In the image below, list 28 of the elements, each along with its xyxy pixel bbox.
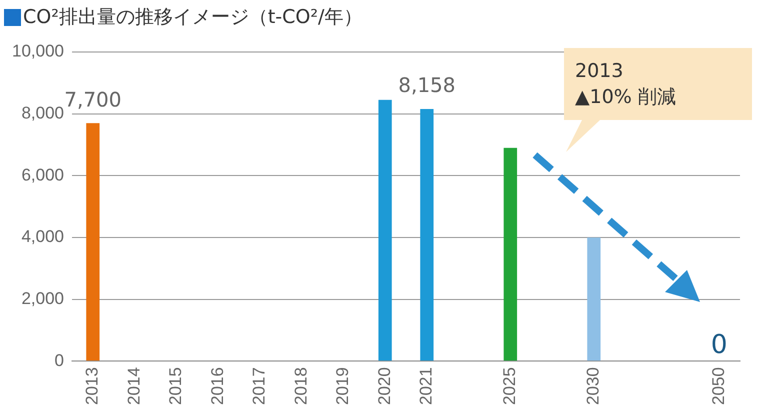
y-tick-label: 2,000 [21,289,64,308]
x-tick-label: 2025 [500,367,520,406]
y-tick-label: 10,000 [12,42,64,61]
x-tick-label: 2015 [166,367,186,406]
y-tick-label: 6,000 [21,165,64,184]
y-tick-label: 0 [54,350,64,370]
data-label: 0 [710,330,728,360]
x-tick-label: 2016 [208,367,227,406]
y-tick-label: 8,000 [21,104,64,123]
bar [587,238,601,361]
data-label: 8,158 [398,73,456,98]
annotation: 2013 ▲10% 削減 [575,59,677,110]
x-tick-label: 2050 [708,367,728,406]
x-tick-label: 2020 [374,367,394,406]
bar [378,100,392,361]
x-tick-label: 2018 [291,367,310,406]
x-tick-label: 2013 [82,367,102,406]
y-tick-label: 4,000 [21,227,64,246]
bar [420,108,434,361]
x-tick-label: 2019 [333,367,352,406]
x-tick-label: 2017 [250,367,269,406]
bar [86,123,100,361]
chart-title: CO²排出量の推移イメージ（t-CO²/年） [23,5,362,30]
data-label: 7,700 [64,87,122,112]
bar [504,148,518,361]
x-tick-label: 2014 [124,367,144,406]
x-tick-label: 2021 [416,367,436,406]
x-tick-label: 2030 [584,367,603,406]
